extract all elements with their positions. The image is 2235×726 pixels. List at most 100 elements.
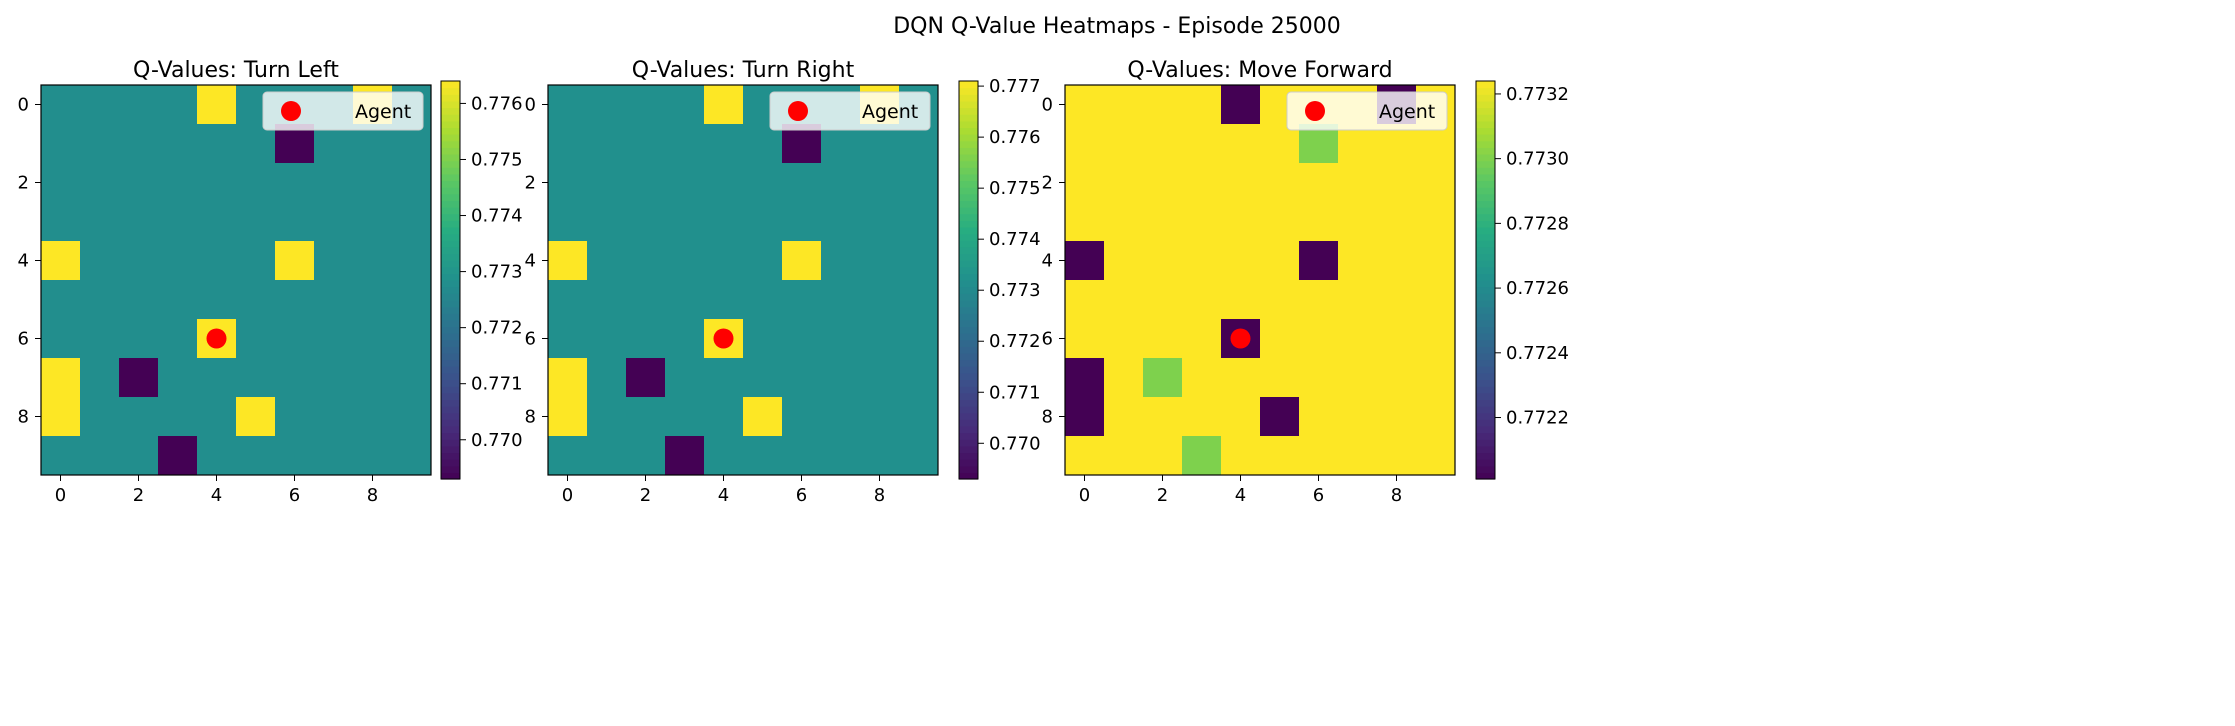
heatmap-cell	[1416, 319, 1456, 359]
colorbar-segment	[441, 273, 460, 281]
colorbar-segment	[441, 81, 460, 89]
x-tick-label: 6	[289, 485, 300, 506]
colorbar-segment	[441, 107, 460, 115]
heatmap-cell	[314, 241, 354, 281]
colorbar-segment	[959, 352, 978, 361]
heatmap-cell	[1182, 280, 1222, 320]
heatmap-cell	[236, 397, 276, 437]
colorbar-segment	[959, 94, 978, 102]
heatmap-cell	[899, 397, 939, 437]
x-tick-label: 2	[1157, 485, 1168, 506]
colorbar-segment	[441, 306, 460, 314]
plot-frame	[1064, 84, 1456, 476]
heatmap-cell	[314, 163, 354, 203]
heatmap-cell	[1338, 280, 1378, 320]
colorbar-segment	[959, 372, 978, 381]
colorbar-segment	[441, 372, 460, 381]
heatmap-cell	[275, 163, 315, 203]
colorbar-segment	[1476, 445, 1495, 454]
heatmap-cell	[1377, 280, 1417, 320]
colorbar-segment	[1476, 412, 1495, 420]
colorbar-segment	[441, 226, 460, 235]
y-tick-label: 0	[18, 95, 29, 116]
heatmap-cell	[1221, 358, 1261, 398]
colorbar-segment	[441, 100, 460, 109]
colorbar-segment	[441, 200, 460, 208]
heatmap-panel-0: Q-Values: Turn Left 0 2 4 6 8 0 2 4 6 8 Agent 0.770 0…	[18, 58, 523, 506]
colorbar-segment	[1476, 339, 1495, 347]
colorbar-segment	[441, 140, 460, 148]
colorbar-segment	[441, 392, 460, 400]
colorbar-tick-label: 0.770	[471, 430, 523, 451]
y-tick-label: 6	[525, 329, 536, 350]
heatmap-cell	[860, 397, 900, 437]
heatmap-cell	[860, 358, 900, 398]
heatmap-cell	[197, 163, 237, 203]
heatmap-cell	[743, 358, 783, 398]
heatmap-cell	[860, 280, 900, 320]
heatmap-cell	[587, 202, 627, 242]
heatmap-cell	[587, 241, 627, 281]
heatmap-cell	[665, 358, 705, 398]
colorbar-segment	[1476, 293, 1495, 301]
x-tick-label: 2	[133, 485, 144, 506]
heatmap-cell	[1221, 397, 1261, 437]
heatmap-cell	[119, 202, 159, 242]
heatmap-cell	[353, 241, 393, 281]
heatmap-cell	[41, 436, 81, 476]
colorbar-segment	[959, 207, 978, 215]
heatmap-cell	[1260, 358, 1300, 398]
colorbar-segment	[1476, 452, 1495, 460]
colorbar-segment	[959, 107, 978, 115]
panel-title: Q-Values: Turn Left	[133, 58, 339, 83]
heatmap-cell	[314, 436, 354, 476]
y-tick-label: 6	[1042, 329, 1053, 350]
colorbar-segment	[1476, 392, 1495, 400]
heatmap-cell	[548, 397, 588, 437]
heatmap-cell	[275, 397, 315, 437]
heatmap-cell	[41, 163, 81, 203]
colorbar-frame	[958, 80, 979, 480]
colorbar-segment	[441, 266, 460, 274]
heatmap-cell	[197, 124, 237, 164]
heatmap-cell	[782, 436, 822, 476]
colorbar-segment	[959, 253, 978, 261]
heatmap-cell	[275, 319, 315, 359]
heatmap-cell	[158, 163, 198, 203]
heatmap-cell	[665, 280, 705, 320]
heatmap-cell	[587, 358, 627, 398]
y-tick-label: 0	[1042, 95, 1053, 116]
y-tick-label: 8	[525, 407, 536, 428]
colorbar-segment	[959, 87, 978, 95]
colorbar-segment	[959, 419, 978, 427]
colorbar-segment	[441, 180, 460, 188]
panel-title: Q-Values: Move Forward	[1127, 58, 1392, 83]
heatmap-cell	[704, 85, 744, 125]
colorbar-segment	[959, 153, 978, 162]
heatmap-cell	[1104, 319, 1144, 359]
colorbar-segment	[441, 253, 460, 261]
colorbar-segment	[959, 220, 978, 228]
heatmap-cell	[41, 85, 81, 125]
heatmap-cell	[1416, 202, 1456, 242]
heatmap-cell	[665, 397, 705, 437]
y-tick-label: 4	[1042, 251, 1053, 272]
heatmap-cell	[626, 436, 666, 476]
colorbar-segment	[441, 260, 460, 268]
heatmap-cell	[80, 163, 120, 203]
legend-agent-marker	[788, 101, 808, 121]
colorbar-segment	[959, 226, 978, 235]
heatmap-cell	[236, 124, 276, 164]
heatmap-cell	[1221, 280, 1261, 320]
heatmap-cell	[1182, 319, 1222, 359]
heatmap-cell	[1143, 85, 1183, 125]
heatmap-cell	[1104, 358, 1144, 398]
heatmap-cell	[41, 397, 81, 437]
colorbar-segment	[959, 260, 978, 268]
heatmap-cell	[899, 280, 939, 320]
colorbar-segment	[1476, 107, 1495, 115]
x-tick-label: 0	[1079, 485, 1090, 506]
heatmap-cell	[743, 397, 783, 437]
colorbar-segment	[441, 134, 460, 142]
